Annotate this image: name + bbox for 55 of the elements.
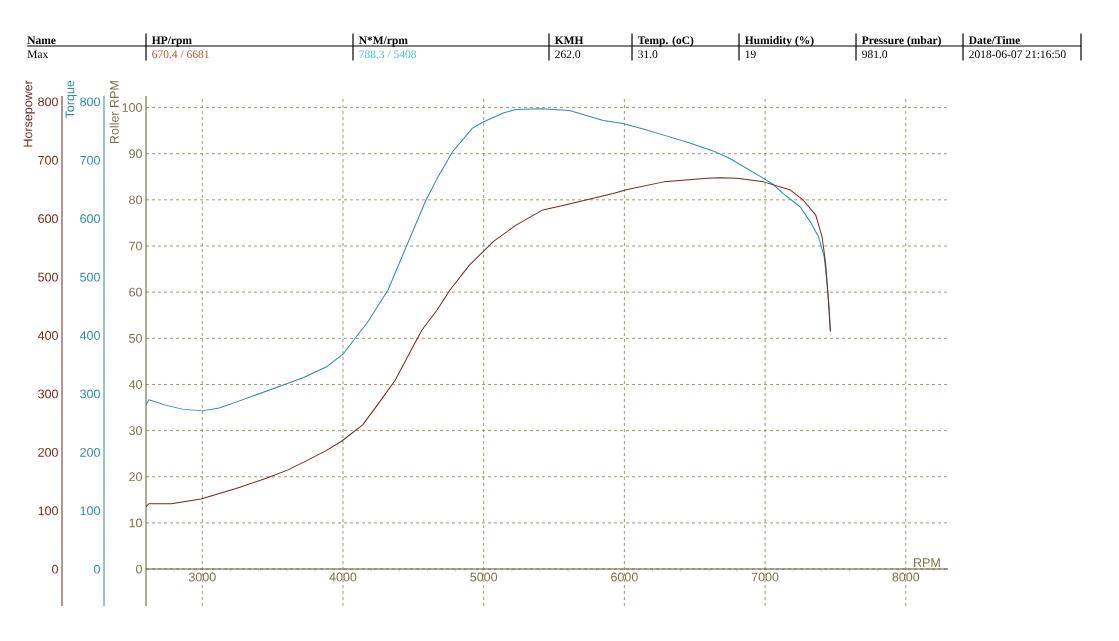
x-tick-label: 5000	[470, 572, 498, 582]
y-axis-title: Roller RPM	[109, 81, 119, 144]
x-tick-label: 3000	[188, 572, 216, 582]
text: Max	[27, 50, 49, 59]
y2-tick-label: 800	[80, 97, 100, 107]
y2-tick-label: 300	[80, 389, 100, 399]
y-tick-label: 0	[136, 564, 142, 574]
y3-tick-label: 200	[38, 447, 58, 457]
y3-tick-label: 0	[52, 564, 58, 574]
y-tick-label: 80	[129, 195, 142, 205]
text: Pressure (mbar)	[861, 36, 941, 47]
text: 19	[745, 50, 756, 59]
text: Date/Time	[968, 36, 1020, 45]
y3-tick-label: 100	[38, 506, 58, 516]
y2-axis-title: Horsepower	[23, 80, 35, 147]
text: Temp. (oC)	[637, 36, 694, 47]
text: 262.0	[555, 50, 581, 59]
y3-axis-title: Torque	[65, 80, 77, 119]
x-tick-label: 8000	[892, 572, 920, 582]
y-tick-label: 50	[129, 333, 142, 343]
y-tick-label: 40	[128, 380, 142, 389]
y2-tick-label: 700	[80, 155, 100, 165]
y2-tick-label: 400	[79, 331, 100, 340]
y2-tick-label: 500	[80, 272, 100, 282]
text: 670.4 / 6681	[152, 50, 209, 59]
y2-tick-label: 600	[80, 214, 100, 224]
text: Humidity (%)	[744, 36, 814, 47]
y-tick-label: 20	[129, 472, 142, 482]
y3-tick-label: 600	[38, 214, 58, 224]
text: 981.0	[862, 50, 888, 59]
y-tick-label: 10	[129, 518, 142, 528]
y2-tick-label: 100	[80, 506, 100, 516]
y3-tick-label: 300	[38, 389, 58, 399]
text: Name	[27, 36, 56, 45]
text: N*M/rpm	[358, 36, 408, 47]
y3-tick-label: 700	[38, 155, 58, 165]
text: 2018-06-07 21:16:50	[969, 50, 1066, 59]
y-tick-label: 100	[122, 103, 142, 112]
x-tick-label: 7000	[751, 572, 779, 582]
y-tick-label: 90	[129, 149, 142, 159]
text: 31.0	[638, 50, 658, 59]
x-tick-label: 4000	[329, 572, 357, 582]
y3-tick-label: 400	[37, 331, 58, 340]
x-axis-title: RPM	[914, 558, 940, 567]
y3-tick-label: 800	[38, 97, 58, 107]
y-tick-label: 30	[129, 426, 142, 436]
y2-tick-label: 200	[80, 447, 100, 457]
y3-tick-label: 500	[38, 272, 58, 282]
y-tick-label: 70	[129, 241, 142, 251]
text: HP/rpm	[151, 36, 192, 47]
text: 788.3 / 5408	[359, 50, 417, 59]
y-tick-label: 60	[129, 287, 142, 297]
x-tick-label: 6000	[611, 572, 638, 582]
y2-tick-label: 0	[94, 564, 100, 574]
text: KMH	[554, 36, 584, 44]
